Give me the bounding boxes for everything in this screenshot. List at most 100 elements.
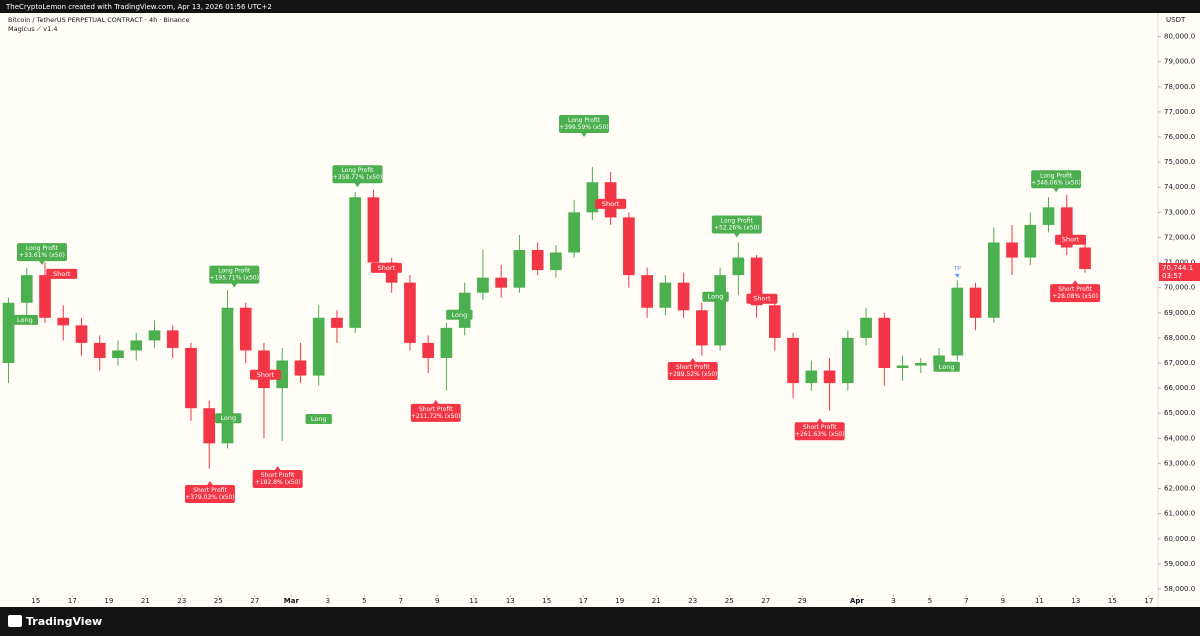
signal-text: Long: [939, 363, 955, 371]
y-tick-label: 73,000.0: [1164, 208, 1195, 216]
signal-label: Short: [1055, 234, 1087, 245]
signal-label: Short: [746, 293, 778, 304]
signal-text: Long: [220, 414, 236, 422]
x-tick-label: 11: [469, 597, 478, 605]
y-tick-label: 58,000.0: [1164, 585, 1195, 593]
y-tick-label: 59,000.0: [1164, 560, 1195, 568]
candle-body: [130, 340, 143, 351]
x-tick-label: 27: [250, 597, 259, 605]
candle-body: [495, 277, 507, 288]
candle-body: [2, 302, 15, 364]
signal-pointer: [1072, 280, 1079, 285]
x-tick-label: 3: [891, 597, 895, 605]
candle-body: [969, 287, 982, 318]
chart-title: Bitcoin / TetherUS PERPETUAL CONTRACT · …: [8, 16, 190, 24]
signal-label: Short: [595, 198, 627, 209]
candle-body: [404, 282, 416, 343]
signal-box: [746, 293, 778, 304]
candle-body: [112, 350, 124, 358]
signal-box: [794, 422, 845, 441]
candle-body: [896, 365, 909, 369]
signal-label: Long: [446, 309, 473, 320]
candle-body: [422, 342, 435, 358]
signal-box: [305, 413, 332, 424]
candle-body: [1024, 224, 1037, 258]
candle-body: [57, 317, 70, 326]
signal-title: Long Profit: [721, 217, 754, 224]
x-tick-label: 25: [214, 597, 223, 605]
candle-body: [75, 325, 88, 343]
y-tick-label: 76,000.0: [1164, 133, 1195, 141]
x-tick-label: 15: [1108, 597, 1117, 605]
candle-body: [185, 347, 197, 409]
candle-body: [987, 242, 1000, 318]
signal-title: Short Profit: [1058, 286, 1092, 293]
candle-body: [550, 252, 562, 271]
candle-body: [39, 275, 51, 318]
candle-body: [823, 370, 836, 384]
candle-body: [1060, 207, 1073, 248]
candle-body: [312, 317, 325, 376]
signal-value: +358.77% (x50): [333, 174, 383, 181]
signal-box: [209, 265, 260, 284]
signal-pointer: [38, 260, 45, 266]
signal-pointer: [231, 283, 238, 288]
bottom-bar: [0, 607, 1200, 636]
indicator-name: Magicus ⟋ v1.4: [8, 25, 57, 33]
plot-area: 58,000.0 59,000.0 60,000.0 61,000.0 62,000.0…: [2, 33, 1195, 605]
candle-body: [440, 327, 453, 358]
signal-box: [1031, 170, 1082, 189]
signal-box: [370, 262, 402, 273]
signal-pointer: [432, 399, 439, 405]
x-tick-label: 7: [399, 597, 403, 605]
signal-text: TP: [953, 265, 962, 272]
signal-value: +28.08% (x50): [1052, 293, 1098, 300]
y-tick-label: 79,000.0: [1164, 58, 1195, 66]
last-price-countdown: 03:57: [1162, 272, 1182, 280]
signal-label: Short Profit+28.08% (x50): [1050, 280, 1101, 303]
signal-value: +289.52% (x50): [668, 371, 718, 378]
y-tick-label: 60,000.0: [1164, 535, 1195, 543]
signal-title: Long Profit: [218, 268, 251, 275]
x-tick-label: 29: [798, 597, 807, 605]
signal-label: Short Profit+211.72% (x50): [410, 399, 461, 422]
candle-body: [20, 275, 33, 303]
signal-value: +33.61% (x50): [19, 252, 65, 259]
y-tick-label: 65,000.0: [1164, 409, 1195, 417]
signal-label: Long Profit+195.71% (x50): [209, 265, 260, 288]
signal-label: TP: [953, 265, 962, 278]
candle-body: [714, 275, 726, 346]
x-tick-label: 15: [542, 597, 551, 605]
y-tick-label: 61,000.0: [1164, 510, 1195, 518]
candle-body: [1006, 242, 1018, 258]
signal-marker: [954, 273, 960, 278]
candle-body: [933, 355, 945, 364]
signal-title: Short Profit: [419, 406, 453, 413]
signal-box: [667, 361, 718, 380]
last-price-tag: 70,744.103:57: [1159, 262, 1200, 281]
top-bar: [0, 0, 1200, 13]
x-tick-label: 25: [725, 597, 734, 605]
signal-title: Short Profit: [261, 472, 295, 479]
brand-logo: TradingView: [8, 615, 102, 628]
x-tick-label: 17: [579, 597, 588, 605]
signal-label: Long: [702, 291, 729, 302]
x-tick-label: 11: [1035, 597, 1044, 605]
signal-text: Long: [17, 316, 33, 324]
candle-body: [1042, 207, 1055, 225]
signal-label: Short Profit+289.52% (x50): [667, 357, 718, 380]
signal-text: Short: [602, 200, 620, 208]
signal-text: Short: [1062, 236, 1080, 244]
candle-body: [732, 257, 745, 276]
signal-label: Short Profit+182.8% (x50): [252, 465, 303, 488]
candle-body: [841, 337, 854, 384]
signal-text: Short: [378, 264, 396, 272]
signal-pointer: [206, 481, 213, 486]
signal-box: [933, 361, 960, 372]
y-tick-label: 64,000.0: [1164, 434, 1195, 442]
signal-value: +346.06% (x50): [1031, 179, 1081, 186]
signal-text: Long: [451, 311, 467, 319]
logo-icon: [8, 615, 22, 627]
